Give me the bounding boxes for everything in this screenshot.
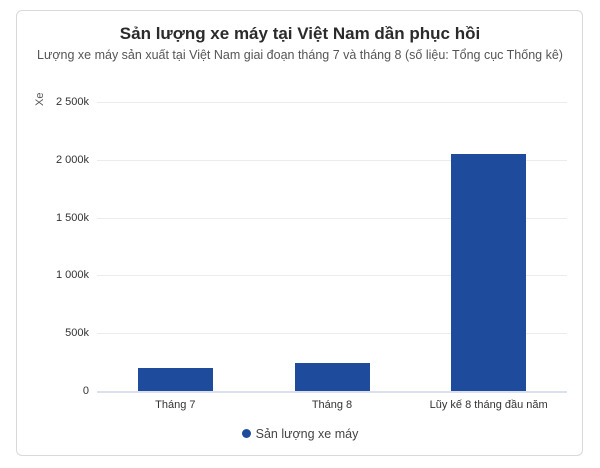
gridline [97,217,567,219]
bar[interactable] [294,362,370,391]
y-tick-label: 1 000k [55,269,89,282]
gridline [97,333,567,335]
plot-area [97,102,567,393]
y-tick-label: 500k [65,327,89,340]
x-tick-label: Lũy kế 8 tháng đầu năm [429,399,548,411]
y-tick-label: 1 500k [55,211,89,224]
y-tick-label: 0 [82,385,89,397]
bar[interactable] [137,367,213,391]
gridline [97,275,567,277]
x-axis-baseline [97,391,567,393]
chart-subtitle: Lượng xe máy sản xuất tại Việt Nam giai … [37,48,563,62]
x-tick-label: Tháng 8 [311,399,353,411]
legend-label: Sản lượng xe máy [255,427,359,441]
legend[interactable]: Sản lượng xe máy [0,427,600,441]
gridline [97,159,567,161]
legend-marker-icon [241,429,251,439]
gridline [97,102,567,103]
chart-title: Sản lượng xe máy tại Việt Nam dần phục h… [119,24,481,43]
bar[interactable] [451,154,527,391]
y-tick-label: 2 000k [55,153,89,166]
x-tick-label: Tháng 7 [155,399,196,411]
y-axis-label: Xe [34,92,46,106]
y-tick-label: 2 500k [55,96,89,108]
